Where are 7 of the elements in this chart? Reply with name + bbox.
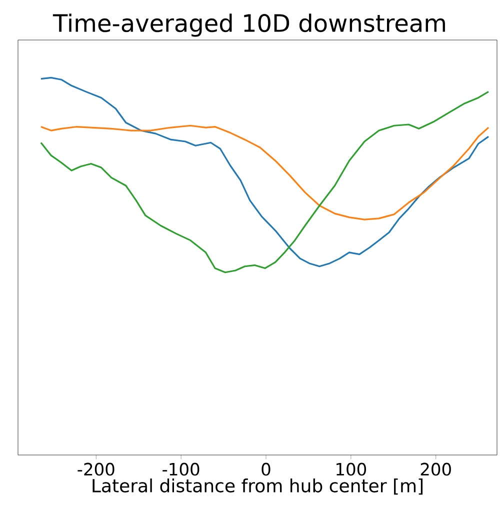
x-tick-label: 100: [336, 462, 366, 476]
x-tick-label: 0: [262, 462, 270, 476]
x-tick-label: -200: [78, 462, 114, 476]
x-tick-label: 200: [420, 462, 451, 476]
x-tick-label: -100: [162, 462, 200, 476]
x-axis-title: Lateral distance from hub center [m]: [92, 478, 423, 495]
chart-title: Time-averaged 10D downstream: [52, 14, 445, 37]
